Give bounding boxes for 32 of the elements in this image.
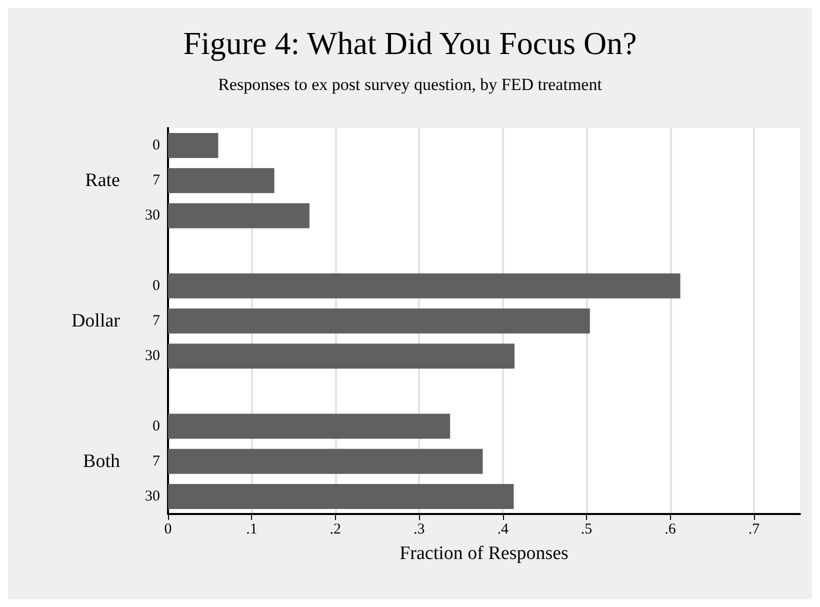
x-tick-label: .2	[330, 522, 342, 538]
bar	[168, 414, 450, 439]
x-tick-label: .1	[246, 522, 258, 538]
bar	[168, 273, 680, 298]
y-tick-label: 7	[152, 453, 160, 470]
text: Dollar	[71, 310, 121, 332]
bar	[168, 344, 515, 369]
y-tick-label: 0	[152, 278, 160, 294]
x-tick-label: .7	[748, 522, 760, 538]
x-tick-label: 0	[164, 522, 172, 538]
y-tick-label: 30	[145, 488, 160, 504]
bar	[168, 168, 274, 194]
x-tick-label: .3	[414, 522, 425, 538]
y-tick-label: 0	[152, 418, 160, 434]
y-tick-label: 7	[152, 313, 160, 329]
text: Both	[83, 450, 120, 472]
y-tick-label: 0	[152, 138, 160, 154]
x-tick-label: .4	[497, 522, 509, 538]
bar	[168, 308, 590, 334]
y-tick-label: 7	[152, 172, 160, 189]
bar	[168, 203, 310, 228]
text: Rate	[85, 170, 120, 192]
x-axis-title: Fraction of Responses	[400, 543, 568, 564]
x-tick-label: .6	[664, 522, 676, 538]
chart-title: Figure 4: What Did You Focus On?	[183, 25, 637, 61]
y-tick-label: 30	[145, 348, 160, 364]
x-tick-label: .5	[580, 522, 592, 538]
bar	[168, 133, 218, 158]
y-tick-label: 30	[145, 208, 160, 224]
chart-subtitle: Responses to ex post survey question, by FED treatment	[218, 75, 602, 94]
bar	[168, 484, 514, 509]
bar	[168, 448, 483, 474]
